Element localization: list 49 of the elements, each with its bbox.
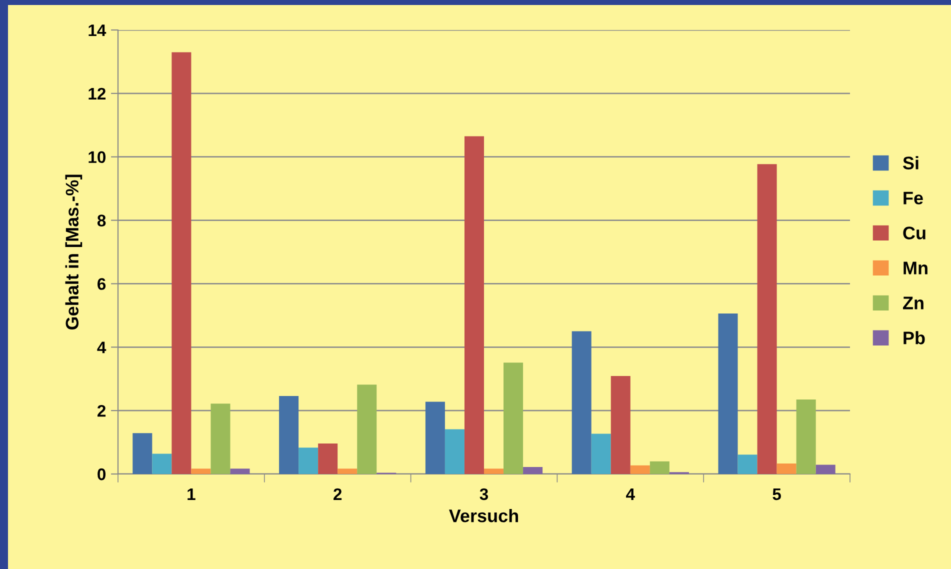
- bar: [484, 468, 504, 474]
- x-tick-label: 3: [480, 488, 488, 500]
- bar: [757, 164, 777, 474]
- bar: [357, 384, 377, 474]
- x-tick-label: 1: [188, 488, 196, 500]
- legend-label: Fe: [904, 192, 923, 204]
- bar: [610, 376, 630, 474]
- y-tick-label: 10: [88, 151, 106, 164]
- bar: [523, 467, 543, 474]
- bar: [572, 331, 592, 474]
- x-axis-title: Versuch: [448, 508, 518, 522]
- x-tick-label: 5: [772, 488, 781, 500]
- bar: [504, 362, 524, 474]
- legend-label: Mn: [904, 262, 928, 274]
- x-tick-label: 4: [626, 488, 635, 500]
- bar: [152, 454, 172, 474]
- legend-label: Cu: [903, 226, 926, 240]
- y-tick-label: 4: [97, 342, 106, 354]
- bar: [816, 464, 836, 474]
- bar: [591, 434, 611, 474]
- bar: [650, 461, 670, 474]
- y-tick-label: 6: [98, 278, 106, 290]
- bar: [630, 465, 650, 474]
- y-tick-label: 0: [98, 468, 106, 480]
- bar: [279, 396, 299, 474]
- y-axis-title: Gehalt in [Mas.-%]: [65, 174, 82, 330]
- legend-label: Si: [902, 156, 918, 170]
- y-tick-label: 2: [98, 404, 106, 417]
- bar: [738, 454, 758, 474]
- bar: [425, 402, 445, 474]
- bar: [338, 468, 358, 474]
- bar: [718, 314, 738, 474]
- legend-label: Pb: [904, 331, 925, 344]
- bar: [298, 448, 318, 474]
- legend-label: Zn: [903, 296, 924, 310]
- bar: [464, 136, 484, 474]
- bar: [444, 429, 464, 474]
- y-tick-label: 14: [88, 24, 106, 36]
- bar: [191, 468, 211, 474]
- y-tick-label: 12: [88, 88, 106, 100]
- bar: [132, 433, 152, 474]
- bar: [318, 444, 338, 474]
- bar: [172, 52, 192, 474]
- bar: [230, 468, 250, 474]
- y-tick-label: 8: [97, 214, 106, 226]
- x-tick-label: 2: [334, 488, 342, 500]
- bar: [776, 464, 796, 474]
- bar: [796, 399, 816, 474]
- bar: [210, 404, 230, 474]
